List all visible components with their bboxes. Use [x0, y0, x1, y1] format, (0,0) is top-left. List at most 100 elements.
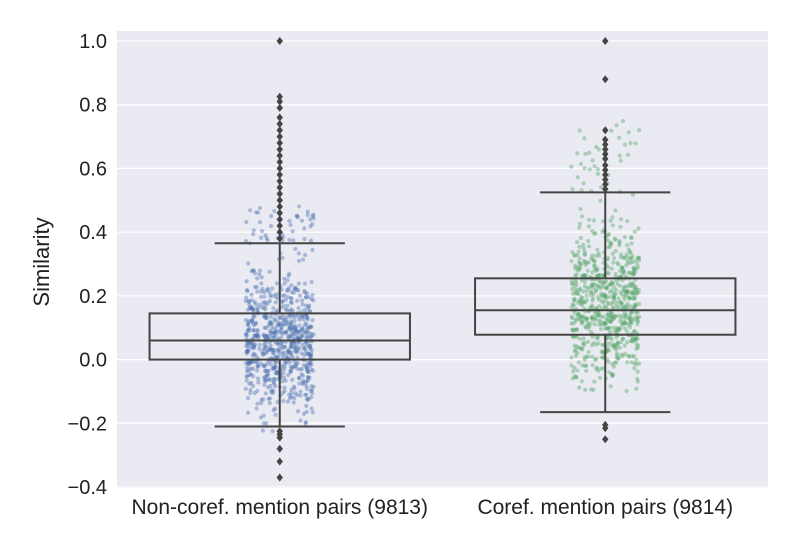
- strip-point: [570, 327, 575, 332]
- strip-point: [622, 321, 627, 326]
- strip-point: [268, 314, 273, 319]
- strip-points: [243, 118, 642, 434]
- strip-point: [295, 360, 300, 365]
- strip-point: [624, 304, 629, 309]
- strip-point: [290, 314, 295, 319]
- strip-point: [310, 318, 315, 323]
- strip-point: [635, 376, 640, 382]
- strip-point: [246, 341, 251, 346]
- strip-point: [303, 340, 308, 345]
- strip-point: [574, 344, 579, 349]
- strip-point: [625, 258, 630, 263]
- strip-point: [596, 273, 601, 278]
- strip-point: [276, 346, 282, 351]
- strip-point: [272, 364, 277, 369]
- strip-point: [577, 316, 582, 321]
- strip-point: [309, 406, 314, 411]
- strip-point: [570, 376, 575, 381]
- strip-point: [304, 315, 309, 320]
- flier-point: [276, 138, 283, 147]
- flier-point: [276, 473, 283, 482]
- strip-point: [575, 252, 580, 257]
- strip-point: [616, 326, 622, 331]
- strip-point: [619, 301, 624, 306]
- strip-point: [616, 341, 621, 346]
- strip-point: [625, 254, 630, 260]
- strip-point: [251, 228, 256, 233]
- strip-point: [287, 350, 293, 355]
- strip-point: [283, 360, 288, 365]
- strip-point: [608, 240, 613, 245]
- strip-point: [600, 281, 605, 286]
- strip-point: [246, 359, 251, 365]
- strip-point: [575, 313, 580, 318]
- strip-point: [584, 363, 589, 368]
- strip-point: [615, 281, 620, 287]
- strip-point: [307, 352, 312, 357]
- strip-point: [609, 341, 614, 346]
- strip-point: [263, 391, 268, 396]
- strip-point: [259, 304, 264, 309]
- strip-point: [581, 274, 586, 279]
- strip-point: [598, 198, 603, 203]
- strip-point: [625, 301, 630, 306]
- strip-point: [282, 385, 287, 390]
- y-tick-label: 1.0: [79, 31, 107, 53]
- strip-point: [627, 354, 632, 359]
- strip-point: [633, 141, 638, 146]
- strip-point: [624, 293, 630, 298]
- strip-point: [632, 317, 637, 322]
- strip-point: [249, 292, 254, 297]
- strip-point: [627, 281, 633, 287]
- strip-point: [599, 355, 604, 360]
- strip-point: [629, 321, 634, 326]
- strip-point: [625, 288, 630, 293]
- strip-point: [614, 304, 619, 309]
- strip-point: [259, 235, 264, 240]
- strip-point: [308, 238, 314, 243]
- strip-point: [610, 361, 615, 367]
- strip-point: [258, 289, 264, 294]
- strip-point: [264, 288, 270, 293]
- strip-point: [282, 276, 287, 281]
- strip-point: [245, 373, 250, 378]
- strip-point: [575, 268, 581, 273]
- strip-point: [295, 332, 300, 337]
- strip-point: [292, 323, 297, 328]
- strip-point: [623, 316, 628, 321]
- strip-point: [599, 293, 604, 298]
- strip-point: [632, 229, 637, 234]
- strip-point: [628, 311, 633, 316]
- strip-point: [302, 353, 307, 358]
- strip-point: [305, 212, 310, 218]
- strip-point: [631, 271, 637, 277]
- strip-point: [615, 260, 620, 265]
- strip-point: [249, 318, 255, 323]
- strip-point: [586, 150, 592, 155]
- strip-point: [276, 330, 282, 335]
- flier-point: [276, 221, 283, 230]
- strip-point: [593, 231, 598, 236]
- strip-point: [252, 345, 257, 350]
- strip-point: [615, 340, 621, 345]
- strip-point: [583, 259, 588, 265]
- strip-point: [569, 259, 574, 264]
- strip-point: [635, 345, 640, 350]
- strip-point: [271, 330, 277, 336]
- strip-point: [602, 321, 607, 326]
- strip-point: [277, 315, 282, 320]
- strip-point: [592, 322, 597, 327]
- strip-point: [636, 255, 641, 260]
- strip-point: [249, 298, 254, 303]
- strip-point: [611, 295, 617, 300]
- strip-point: [299, 298, 305, 303]
- y-tick-labels: −0.4 −0.2 0.0 0.2 0.4 0.6 0.8 1.0: [68, 31, 107, 499]
- strip-point: [572, 298, 577, 303]
- strip-point: [572, 374, 577, 379]
- strip-point: [245, 288, 250, 294]
- strip-point: [573, 347, 578, 352]
- strip-point: [258, 294, 264, 299]
- strip-point: [627, 295, 632, 300]
- flier-point: [276, 209, 283, 218]
- strip-point: [619, 292, 624, 297]
